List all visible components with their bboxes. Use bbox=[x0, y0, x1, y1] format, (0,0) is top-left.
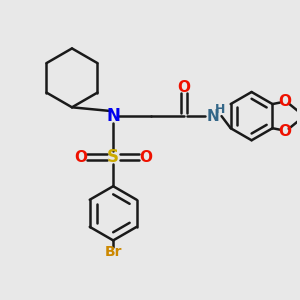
Text: S: S bbox=[107, 148, 119, 166]
Text: O: O bbox=[139, 150, 152, 165]
Text: O: O bbox=[177, 80, 190, 95]
Text: N: N bbox=[207, 109, 220, 124]
Text: H: H bbox=[214, 103, 225, 116]
Text: O: O bbox=[74, 150, 87, 165]
Text: Br: Br bbox=[104, 244, 122, 259]
Text: N: N bbox=[106, 107, 120, 125]
Text: O: O bbox=[278, 124, 291, 139]
Text: O: O bbox=[278, 94, 291, 109]
